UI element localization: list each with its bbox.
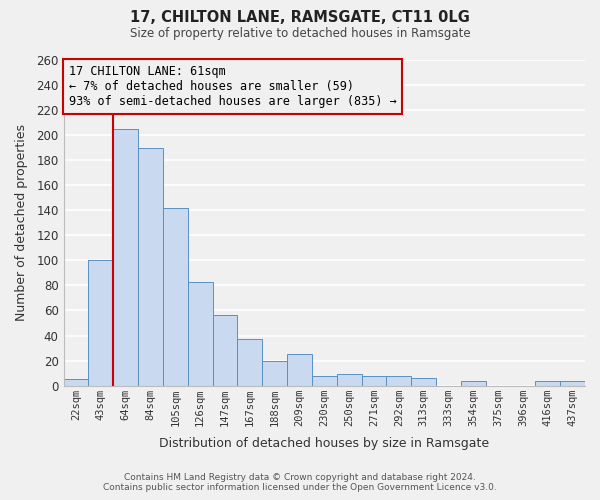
Bar — [560, 380, 585, 386]
X-axis label: Distribution of detached houses by size in Ramsgate: Distribution of detached houses by size … — [159, 437, 490, 450]
Bar — [287, 354, 312, 386]
Bar — [188, 282, 212, 386]
Text: 17 CHILTON LANE: 61sqm
← 7% of detached houses are smaller (59)
93% of semi-deta: 17 CHILTON LANE: 61sqm ← 7% of detached … — [69, 65, 397, 108]
Bar — [238, 340, 262, 386]
Bar — [386, 376, 411, 386]
Bar — [88, 260, 113, 386]
Bar — [337, 374, 362, 386]
Bar — [312, 376, 337, 386]
Y-axis label: Number of detached properties: Number of detached properties — [15, 124, 28, 322]
Bar — [262, 360, 287, 386]
Bar — [212, 316, 238, 386]
Text: 17, CHILTON LANE, RAMSGATE, CT11 0LG: 17, CHILTON LANE, RAMSGATE, CT11 0LG — [130, 10, 470, 25]
Text: Contains HM Land Registry data © Crown copyright and database right 2024.
Contai: Contains HM Land Registry data © Crown c… — [103, 473, 497, 492]
Text: Size of property relative to detached houses in Ramsgate: Size of property relative to detached ho… — [130, 28, 470, 40]
Bar — [535, 380, 560, 386]
Bar — [461, 380, 485, 386]
Bar — [163, 208, 188, 386]
Bar — [411, 378, 436, 386]
Bar — [64, 380, 88, 386]
Bar — [362, 376, 386, 386]
Bar — [138, 148, 163, 386]
Bar — [113, 129, 138, 386]
